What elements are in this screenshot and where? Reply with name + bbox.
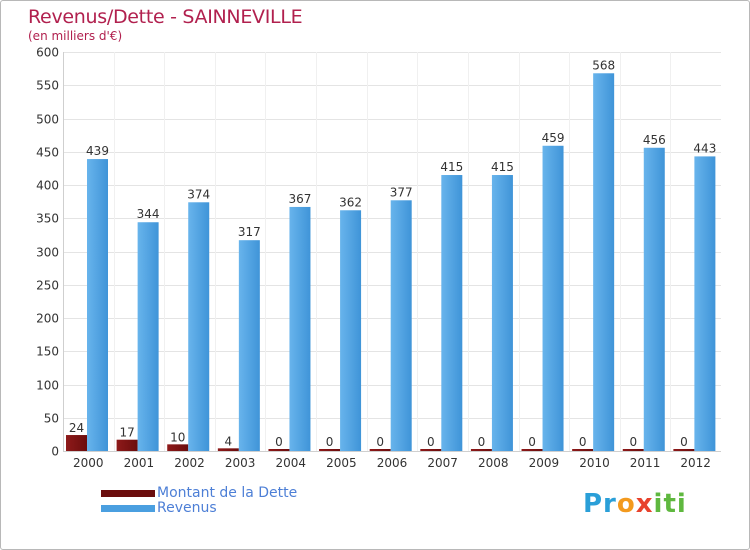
debt-bar: [167, 444, 189, 451]
x-tick-label: 2010: [579, 456, 610, 470]
debt-value-label: 0: [376, 435, 384, 449]
debt-value-label: 0: [629, 435, 637, 449]
legend-swatch-revenus: [101, 505, 155, 512]
x-tick-label: 2003: [225, 456, 256, 470]
x-tick-label: 2004: [275, 456, 306, 470]
revenus-bar: [643, 147, 665, 451]
x-tick-label: 2001: [124, 456, 155, 470]
debt-value-label: 17: [119, 426, 134, 440]
revenus-value-label: 415: [440, 160, 463, 174]
revenus-value-label: 568: [592, 58, 615, 72]
debt-bar: [369, 449, 391, 451]
labels-layer: 0501001502002503003504004505005506002443…: [36, 46, 716, 471]
revenus-value-label: 377: [390, 185, 413, 199]
y-tick-label: 350: [36, 212, 59, 226]
debt-value-label: 0: [326, 435, 334, 449]
x-tick-label: 2006: [377, 456, 408, 470]
x-tick-label: 2002: [174, 456, 205, 470]
debt-value-label: 24: [69, 421, 84, 435]
y-tick-label: 200: [36, 312, 59, 326]
y-tick-label: 250: [36, 279, 59, 293]
x-tick-label: 2008: [478, 456, 509, 470]
revenus-value-label: 459: [542, 131, 565, 145]
y-tick-label: 300: [36, 246, 59, 260]
y-tick-label: 550: [36, 79, 59, 93]
revenus-bar: [542, 145, 564, 451]
revenus-bar: [289, 206, 311, 451]
debt-value-label: 0: [275, 435, 283, 449]
revenus-value-label: 415: [491, 160, 514, 174]
revenus-value-label: 374: [187, 187, 210, 201]
x-tick-label: 2007: [427, 456, 458, 470]
proxiti-logo: Proxiti: [583, 489, 687, 519]
debt-bar: [521, 449, 543, 451]
revenus-bar: [87, 159, 108, 451]
revenus-value-label: 362: [339, 195, 362, 209]
y-tick-label: 400: [36, 179, 59, 193]
revenus-bar: [390, 200, 412, 451]
legend-swatch-debt: [101, 490, 155, 497]
revenus-value-label: 456: [643, 133, 666, 147]
debt-bar: [420, 449, 442, 451]
debt-value-label: 0: [427, 435, 435, 449]
revenus-bar: [441, 175, 463, 451]
revenus-bar: [593, 73, 615, 451]
bars-layer: [66, 73, 716, 451]
y-tick-label: 0: [51, 445, 59, 459]
y-tick-label: 500: [36, 113, 59, 127]
legend-label-revenus: Revenus: [157, 500, 217, 516]
revenus-bar: [188, 202, 210, 451]
x-tick-label: 2011: [630, 456, 661, 470]
legend-label-debt: Montant de la Dette: [157, 485, 298, 501]
debt-bar: [470, 449, 492, 451]
debt-bar: [116, 439, 138, 451]
revenus-bar: [491, 175, 513, 451]
debt-value-label: 0: [478, 435, 486, 449]
revenus-bar: [694, 156, 716, 451]
y-tick-label: 450: [36, 146, 59, 160]
x-tick-label: 2009: [529, 456, 560, 470]
debt-value-label: 4: [225, 434, 233, 448]
x-tick-label: 2012: [680, 456, 711, 470]
debt-bar: [572, 449, 594, 451]
y-tick-label: 600: [36, 46, 59, 60]
revenus-value-label: 439: [86, 144, 109, 158]
debt-bar: [622, 449, 644, 451]
debt-value-label: 0: [579, 435, 587, 449]
chart-subtitle: (en milliers d'€): [28, 29, 123, 43]
y-tick-label: 150: [36, 345, 59, 359]
revenus-bar: [137, 222, 159, 451]
debt-value-label: 10: [170, 430, 185, 444]
chart-title: Revenus/Dette - SAINNEVILLE: [28, 6, 303, 28]
revenus-bar: [340, 210, 362, 451]
debt-bar: [673, 449, 695, 451]
revenus-bar: [238, 240, 260, 451]
debt-value-label: 0: [528, 435, 536, 449]
revenus-value-label: 344: [137, 207, 160, 221]
debt-value-label: 0: [680, 435, 688, 449]
y-tick-label: 100: [36, 379, 59, 393]
y-tick-label: 50: [44, 412, 59, 426]
revenus-value-label: 367: [289, 192, 312, 206]
x-tick-label: 2005: [326, 456, 357, 470]
debt-bar: [217, 448, 239, 451]
revenus-value-label: 443: [693, 141, 716, 155]
revenus-value-label: 317: [238, 225, 261, 239]
x-tick-label: 2000: [73, 456, 104, 470]
debt-bar: [319, 449, 341, 451]
debt-bar: [66, 435, 87, 451]
debt-bar: [268, 449, 290, 451]
